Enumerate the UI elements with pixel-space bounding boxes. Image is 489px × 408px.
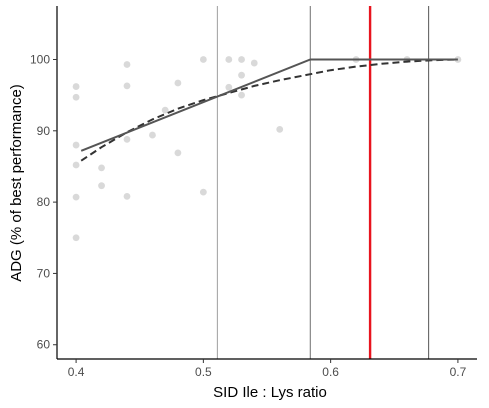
vertical-lines xyxy=(216,6,430,359)
data-point xyxy=(238,56,245,63)
fitted-lines xyxy=(80,58,458,162)
y-tick-labels: 60 70 80 90 100 xyxy=(30,52,57,352)
data-point xyxy=(199,56,207,63)
data-point xyxy=(149,131,156,139)
data-point xyxy=(238,71,245,79)
y-tick-label: 80 xyxy=(37,195,51,209)
curvilinear-fit-line xyxy=(80,58,458,162)
data-point xyxy=(98,182,105,190)
x-axis-title: SID Ile : Lys ratio xyxy=(213,384,327,401)
data-point xyxy=(123,82,131,90)
data-point xyxy=(123,193,131,200)
data-point xyxy=(72,93,80,101)
data-point xyxy=(250,59,258,67)
y-tick-label: 70 xyxy=(37,266,51,280)
scatter-points xyxy=(72,56,462,242)
data-point xyxy=(199,188,207,196)
y-tick-label: 60 xyxy=(37,338,51,352)
data-point xyxy=(276,125,284,133)
data-point xyxy=(174,79,182,87)
data-point xyxy=(72,193,80,201)
data-point xyxy=(174,149,182,157)
data-point xyxy=(454,56,462,63)
broken-line-fit xyxy=(80,58,458,152)
x-tick-label: 0.6 xyxy=(322,365,339,379)
axes xyxy=(56,6,477,360)
y-tick-label: 90 xyxy=(37,124,51,138)
data-point xyxy=(161,106,169,114)
data-point xyxy=(238,91,245,99)
data-point xyxy=(72,141,80,149)
x-tick-labels: 0.4 0.5 0.6 0.7 xyxy=(68,359,467,379)
data-point xyxy=(98,164,105,172)
data-point xyxy=(123,135,131,143)
data-point xyxy=(72,161,80,169)
x-tick-label: 0.4 xyxy=(68,365,85,379)
x-tick-label: 0.7 xyxy=(450,365,467,379)
y-axis-title: ADG (% of best performance) xyxy=(8,84,25,282)
data-point xyxy=(72,234,80,242)
data-point xyxy=(72,83,80,90)
data-point xyxy=(225,83,233,91)
data-point xyxy=(123,61,131,68)
x-tick-label: 0.5 xyxy=(195,365,212,379)
data-point xyxy=(225,56,233,63)
y-tick-label: 100 xyxy=(30,52,50,66)
